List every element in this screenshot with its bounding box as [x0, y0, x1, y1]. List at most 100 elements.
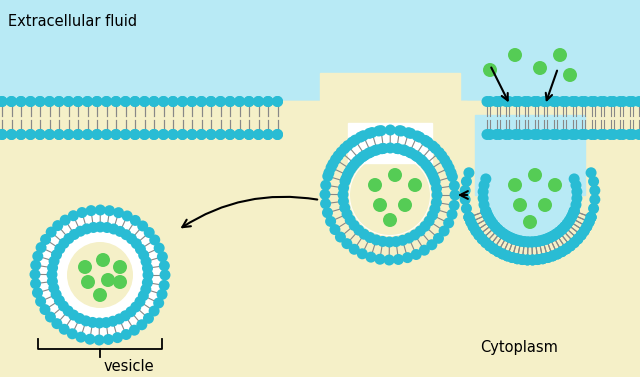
Circle shape	[624, 129, 635, 140]
Circle shape	[112, 332, 123, 343]
Circle shape	[553, 48, 567, 62]
Circle shape	[129, 325, 140, 336]
Circle shape	[532, 254, 543, 265]
Circle shape	[93, 288, 107, 302]
Circle shape	[515, 236, 526, 247]
Circle shape	[595, 96, 607, 107]
Circle shape	[144, 227, 155, 238]
Circle shape	[74, 313, 85, 324]
Circle shape	[54, 295, 65, 306]
Circle shape	[412, 130, 422, 141]
Circle shape	[86, 205, 97, 216]
Circle shape	[557, 129, 568, 140]
Circle shape	[570, 180, 582, 191]
Circle shape	[529, 96, 540, 107]
Circle shape	[158, 129, 169, 140]
Circle shape	[493, 224, 504, 235]
Circle shape	[523, 236, 534, 247]
Circle shape	[72, 129, 83, 140]
Circle shape	[63, 233, 74, 244]
Circle shape	[234, 96, 245, 107]
Circle shape	[427, 210, 438, 221]
Circle shape	[541, 129, 552, 140]
Circle shape	[154, 242, 164, 254]
Circle shape	[484, 241, 495, 251]
Circle shape	[468, 221, 479, 232]
Circle shape	[398, 198, 412, 212]
Circle shape	[564, 216, 575, 227]
Circle shape	[168, 129, 179, 140]
Circle shape	[343, 167, 354, 178]
Circle shape	[533, 61, 547, 75]
Circle shape	[234, 129, 245, 140]
Circle shape	[519, 236, 530, 247]
Circle shape	[477, 233, 488, 244]
Circle shape	[581, 221, 593, 232]
Circle shape	[490, 221, 501, 232]
Circle shape	[614, 129, 625, 140]
Circle shape	[470, 225, 481, 236]
Circle shape	[493, 224, 504, 235]
Circle shape	[81, 316, 92, 326]
Circle shape	[108, 316, 118, 327]
Circle shape	[0, 96, 8, 107]
Circle shape	[563, 68, 577, 82]
Circle shape	[113, 260, 127, 274]
Circle shape	[439, 155, 450, 166]
Circle shape	[634, 96, 640, 107]
Circle shape	[424, 216, 435, 227]
Circle shape	[92, 129, 102, 140]
Circle shape	[431, 190, 442, 201]
Circle shape	[15, 96, 26, 107]
Circle shape	[586, 212, 596, 223]
Circle shape	[538, 235, 548, 246]
Circle shape	[494, 96, 505, 107]
Circle shape	[326, 162, 337, 173]
Bar	[460, 190, 600, 265]
Circle shape	[63, 96, 74, 107]
Circle shape	[101, 96, 112, 107]
Circle shape	[460, 194, 470, 205]
Circle shape	[519, 236, 530, 247]
Circle shape	[542, 252, 553, 263]
Circle shape	[561, 96, 572, 107]
Circle shape	[15, 96, 26, 107]
Circle shape	[330, 154, 341, 165]
Circle shape	[449, 180, 460, 191]
Circle shape	[589, 96, 600, 107]
Circle shape	[131, 238, 142, 249]
Circle shape	[377, 236, 388, 247]
Circle shape	[92, 96, 102, 107]
Circle shape	[101, 129, 112, 140]
Circle shape	[428, 170, 438, 181]
Circle shape	[404, 147, 415, 158]
Circle shape	[561, 244, 572, 254]
Circle shape	[225, 129, 236, 140]
Circle shape	[393, 143, 404, 154]
Circle shape	[569, 237, 580, 248]
Circle shape	[129, 129, 141, 140]
Circle shape	[570, 199, 582, 210]
Circle shape	[424, 164, 435, 175]
Circle shape	[177, 96, 188, 107]
Circle shape	[403, 233, 415, 244]
Circle shape	[474, 230, 484, 241]
Circle shape	[149, 234, 160, 245]
Circle shape	[59, 324, 70, 335]
Circle shape	[463, 212, 474, 223]
Circle shape	[481, 129, 493, 140]
Circle shape	[342, 140, 353, 151]
Bar	[348, 123, 432, 163]
Circle shape	[376, 143, 387, 154]
Circle shape	[225, 129, 236, 140]
Circle shape	[168, 96, 179, 107]
Circle shape	[429, 176, 440, 187]
Circle shape	[52, 220, 63, 231]
Circle shape	[502, 230, 513, 241]
Circle shape	[605, 129, 616, 140]
Circle shape	[129, 96, 141, 107]
Circle shape	[614, 96, 625, 107]
Circle shape	[115, 226, 125, 237]
Circle shape	[490, 221, 501, 232]
Circle shape	[517, 254, 528, 265]
